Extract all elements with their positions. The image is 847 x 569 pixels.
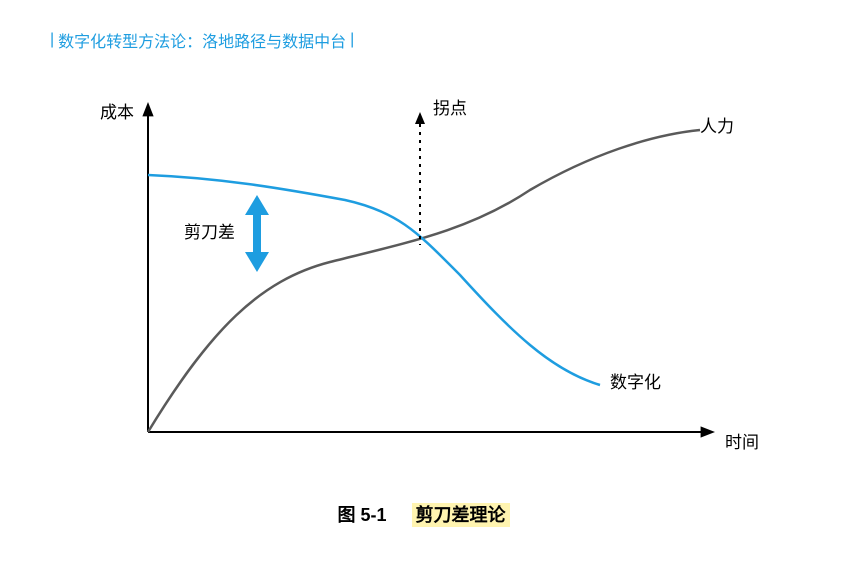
chart-svg — [100, 100, 760, 450]
chart-container: 成本 时间 拐点 剪刀差 人力 数字化 — [100, 100, 760, 480]
caption-title: 剪刀差理论 — [412, 503, 510, 527]
y-axis-label: 成本 — [100, 98, 134, 123]
labor-line-label: 人力 — [700, 112, 734, 137]
caption-prefix: 图 5-1 — [337, 505, 386, 525]
x-axis-label: 时间 — [725, 428, 759, 453]
digital-line-label: 数字化 — [610, 368, 661, 393]
header-right-bar: | — [350, 31, 354, 49]
gap-label: 剪刀差 — [184, 218, 235, 243]
header-title: 数字化转型方法论：洛地路径与数据中台 — [58, 28, 346, 52]
header-left-bar: | — [50, 31, 54, 49]
inflection-point-label: 拐点 — [433, 94, 467, 119]
page-header: | 数字化转型方法论：洛地路径与数据中台 | — [50, 28, 354, 52]
figure-caption: 图 5-1 剪刀差理论 — [0, 501, 847, 527]
